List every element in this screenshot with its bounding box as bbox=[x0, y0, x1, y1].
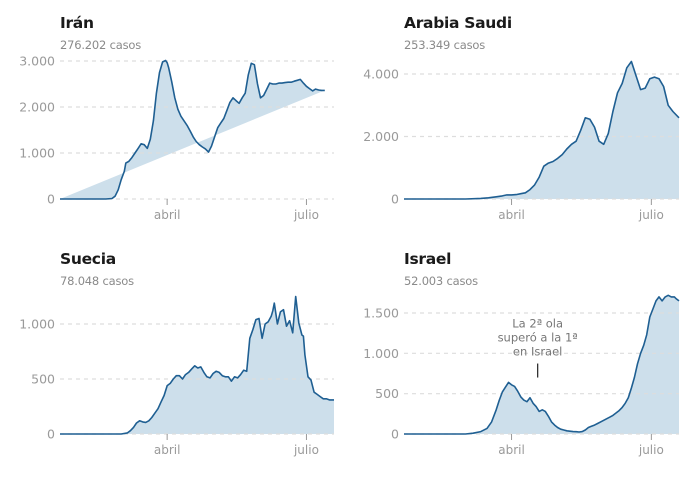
y-tick-label: 1.500 bbox=[363, 306, 399, 321]
chart-panel-arabia-saudi: Arabia Saudi 253.349 casos 0 2.000 4.000 ab… bbox=[350, 0, 700, 240]
y-tick-label: 500 bbox=[31, 372, 55, 387]
y-tick-label: 500 bbox=[375, 386, 399, 401]
area-fill bbox=[404, 295, 679, 434]
x-tick-label: abril bbox=[498, 443, 525, 457]
y-tick-label: 1.000 bbox=[19, 146, 55, 161]
annotation-text: en Israel bbox=[513, 345, 562, 359]
area-fill bbox=[404, 61, 679, 199]
chart-panel-suecia: Suecia 78.048 casos 0 500 1.000 abril julio bbox=[0, 240, 350, 480]
chart-panel-israel: Israel 52.003 casos 0 500 1.000 1.500 abril j… bbox=[350, 240, 700, 480]
y-tick-label: 2.000 bbox=[363, 129, 399, 144]
area-fill bbox=[60, 60, 325, 199]
annotation-text: La 2ª ola bbox=[512, 317, 563, 331]
chart-panel-iran: Irán 276.202 casos 0 1.000 2.000 3.000 abril… bbox=[0, 0, 350, 240]
y-tick-label: 1.000 bbox=[363, 346, 399, 361]
y-tick-label: 2.000 bbox=[19, 100, 55, 115]
x-tick-label: abril bbox=[498, 208, 525, 222]
y-tick-label: 4.000 bbox=[363, 67, 399, 82]
area-fill bbox=[60, 296, 334, 434]
chart-title: Suecia bbox=[60, 250, 116, 268]
chart-subtitle: 276.202 casos bbox=[60, 38, 141, 52]
chart-title: Irán bbox=[60, 14, 94, 32]
x-tick-label: abril bbox=[154, 443, 181, 457]
y-tick-label: 0 bbox=[47, 427, 55, 442]
y-tick-label: 0 bbox=[391, 192, 399, 207]
chart-svg: 0 500 1.000 1.500 abril julio La 2ª olasuperó … bbox=[363, 294, 680, 457]
x-tick-label: julio bbox=[293, 208, 319, 222]
x-tick-label: julio bbox=[293, 443, 319, 457]
chart-svg: 0 2.000 4.000 abril julio bbox=[363, 60, 680, 222]
x-tick-label: julio bbox=[638, 208, 664, 222]
x-tick-label: julio bbox=[638, 443, 664, 457]
chart-subtitle: 253.349 casos bbox=[404, 38, 485, 52]
chart-subtitle: 52.003 casos bbox=[404, 274, 478, 288]
series-line bbox=[404, 294, 680, 435]
series-line bbox=[60, 295, 334, 435]
chart-subtitle: 78.048 casos bbox=[60, 274, 134, 288]
chart-svg: 0 500 1.000 abril julio bbox=[19, 295, 334, 457]
y-tick-label: 0 bbox=[391, 427, 399, 442]
y-tick-label: 1.000 bbox=[19, 317, 55, 332]
chart-title: Israel bbox=[404, 250, 452, 268]
y-tick-label: 3.000 bbox=[19, 54, 55, 69]
x-tick-label: abril bbox=[154, 208, 181, 222]
chart-title: Arabia Saudi bbox=[404, 14, 512, 32]
chart-svg: 0 1.000 2.000 3.000 abril julio bbox=[19, 54, 334, 222]
series-line bbox=[60, 59, 325, 200]
y-tick-label: 0 bbox=[47, 192, 55, 207]
annotation-text: superó a la 1ª bbox=[498, 331, 578, 345]
series-line bbox=[404, 60, 680, 200]
